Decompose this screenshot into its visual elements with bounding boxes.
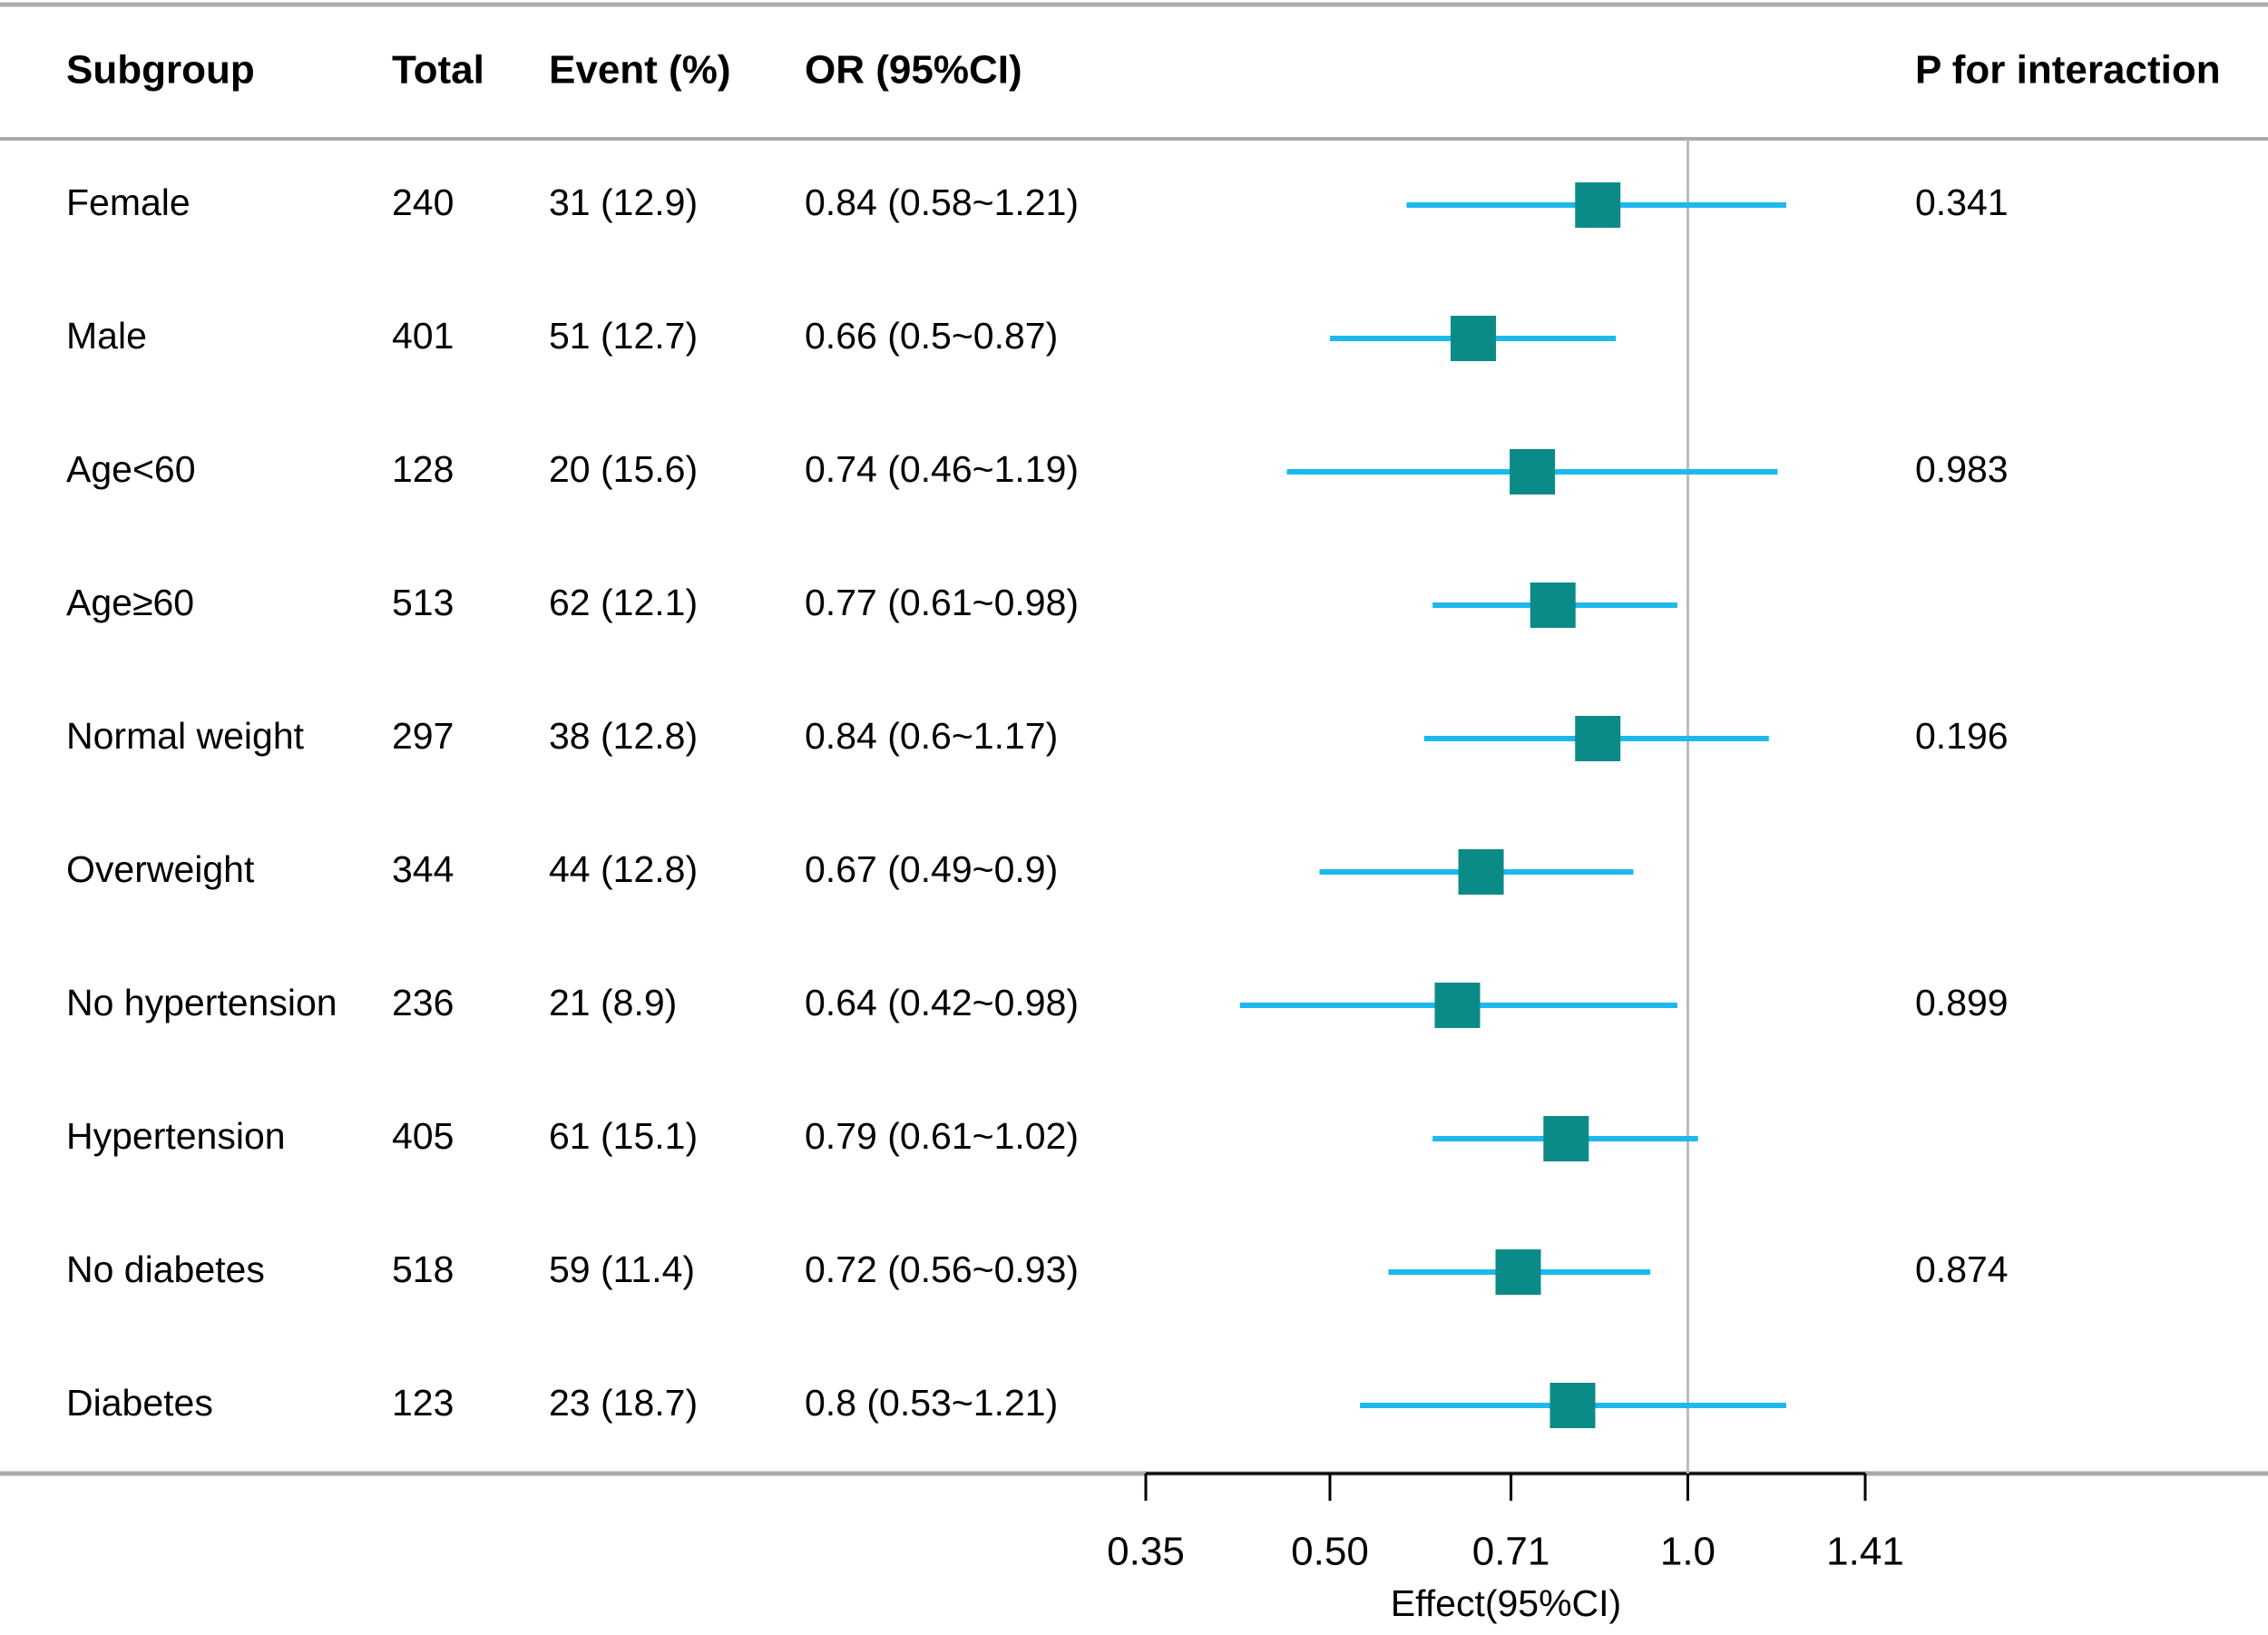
or-label: 0.84 (0.58~1.21) — [805, 181, 1079, 223]
point-estimate — [1495, 1249, 1541, 1295]
subgroup-label: Female — [66, 181, 191, 223]
or-label: 0.64 (0.42~0.98) — [805, 982, 1079, 1023]
subgroup-label: Age<60 — [66, 448, 196, 490]
point-estimate — [1458, 849, 1504, 895]
event: 20 (15.6) — [549, 448, 698, 490]
column-header: Total — [392, 48, 484, 93]
total: 518 — [392, 1248, 454, 1290]
event: 61 (15.1) — [549, 1115, 698, 1157]
or-label: 0.84 (0.6~1.17) — [805, 715, 1058, 757]
total: 123 — [392, 1382, 454, 1424]
p-value: 0.874 — [1915, 1248, 2009, 1290]
total: 513 — [392, 582, 454, 623]
event: 44 (12.8) — [549, 848, 698, 890]
total: 344 — [392, 848, 454, 890]
or-label: 0.8 (0.53~1.21) — [805, 1382, 1058, 1424]
x-tick-label: 1.41 — [1826, 1530, 1904, 1574]
column-header: Event (%) — [549, 48, 730, 93]
point-estimate — [1575, 182, 1621, 228]
column-header: P for interaction — [1915, 48, 2221, 93]
point-estimate — [1549, 1383, 1596, 1428]
x-tick-label: 0.35 — [1107, 1530, 1185, 1574]
point-estimate — [1510, 449, 1556, 494]
point-estimate — [1450, 316, 1496, 361]
subgroup-label: No hypertension — [66, 982, 337, 1023]
or-label: 0.79 (0.61~1.02) — [805, 1115, 1079, 1157]
subgroup-label: Hypertension — [66, 1115, 286, 1157]
or-label: 0.72 (0.56~0.93) — [805, 1248, 1079, 1290]
or-label: 0.74 (0.46~1.19) — [805, 448, 1079, 490]
point-estimate — [1434, 983, 1481, 1028]
x-tick-label: 0.50 — [1291, 1530, 1369, 1574]
column-header: Subgroup — [66, 48, 255, 93]
total: 240 — [392, 181, 454, 223]
event: 31 (12.9) — [549, 181, 698, 223]
point-estimate — [1530, 583, 1576, 628]
total: 236 — [392, 982, 454, 1023]
event: 51 (12.7) — [549, 315, 698, 357]
subgroup-label: Normal weight — [66, 715, 305, 757]
p-value: 0.196 — [1915, 715, 2009, 757]
event: 59 (11.4) — [549, 1248, 695, 1290]
point-estimate — [1575, 716, 1621, 761]
p-value: 0.341 — [1915, 181, 2009, 223]
or-label: 0.67 (0.49~0.9) — [805, 848, 1058, 890]
column-header: OR (95%CI) — [805, 48, 1022, 93]
subgroup-label: Overweight — [66, 848, 255, 890]
x-axis-title: Effect(95%CI) — [1391, 1582, 1621, 1624]
subgroup-label: No diabetes — [66, 1248, 265, 1290]
or-label: 0.66 (0.5~0.87) — [805, 315, 1058, 357]
event: 38 (12.8) — [549, 715, 698, 757]
total: 401 — [392, 315, 454, 357]
event: 23 (18.7) — [549, 1382, 698, 1424]
subgroup-label: Male — [66, 315, 147, 357]
total: 405 — [392, 1115, 454, 1157]
event: 62 (12.1) — [549, 582, 698, 623]
subgroup-label: Age≥60 — [66, 582, 194, 623]
subgroup-label: Diabetes — [66, 1382, 213, 1424]
point-estimate — [1543, 1116, 1589, 1161]
p-value: 0.899 — [1915, 982, 2009, 1023]
total: 297 — [392, 715, 454, 757]
x-tick-label: 1.0 — [1660, 1530, 1716, 1574]
x-tick-label: 0.71 — [1472, 1530, 1550, 1574]
event: 21 (8.9) — [549, 982, 677, 1023]
total: 128 — [392, 448, 454, 490]
or-label: 0.77 (0.61~0.98) — [805, 582, 1079, 623]
p-value: 0.983 — [1915, 448, 2009, 490]
